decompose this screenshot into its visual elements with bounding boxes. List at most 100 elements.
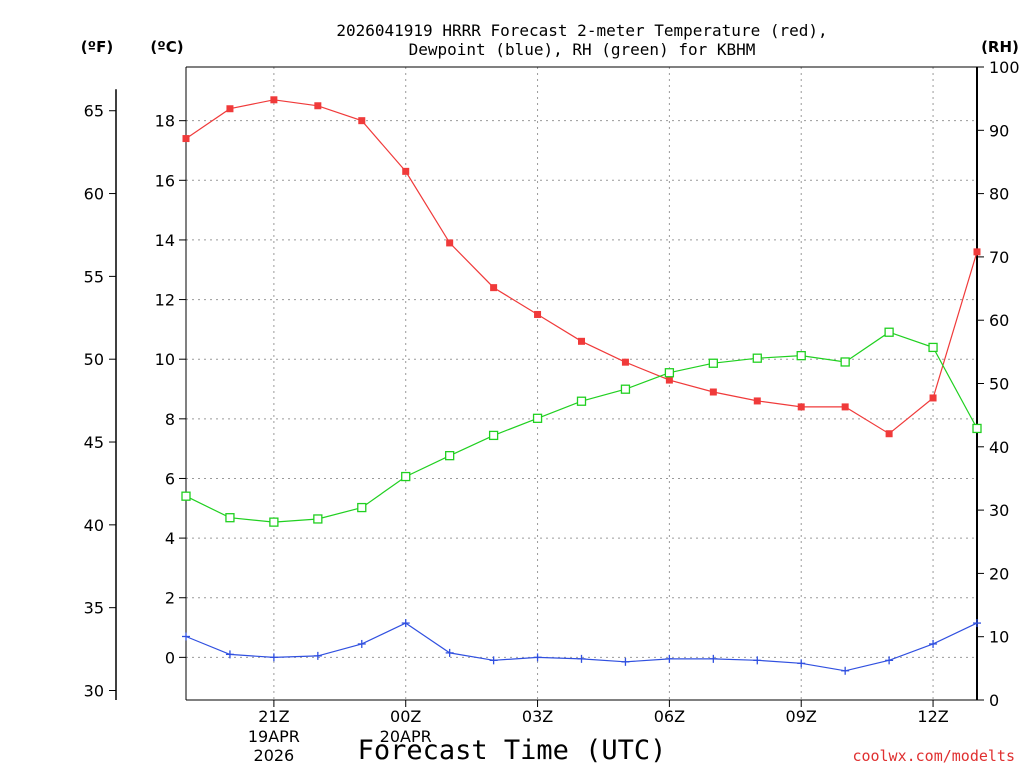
dewpoint-point (313, 651, 322, 660)
temperature-point (797, 403, 805, 411)
rh-point (401, 471, 411, 482)
celsius-tick-label: 14 (155, 231, 175, 250)
x-tick-date-label: 20APR (380, 727, 432, 746)
fahrenheit-tick-label: 60 (84, 185, 104, 204)
celsius-tick-label: 8 (165, 410, 175, 429)
x-tick-label: 21Z (258, 707, 289, 726)
dewpoint-point (225, 650, 234, 659)
temperature-point (314, 102, 322, 110)
rh-point (313, 514, 323, 524)
rh-point (664, 368, 675, 378)
rh-tick-label: 80 (989, 185, 1009, 204)
dewpoint-point (885, 656, 894, 665)
temperature-point (358, 117, 366, 125)
temperature-point (402, 167, 410, 175)
data-series (181, 96, 982, 675)
dewpoint-point (445, 648, 454, 657)
temperature-point (578, 337, 585, 345)
rh-tick-label: 60 (989, 311, 1009, 330)
chart-title-line-1: 2026041919 HRRR Forecast 2-meter Tempera… (336, 21, 827, 40)
dewpoint-point (621, 657, 630, 666)
temperature-point (929, 394, 937, 402)
rh-point (269, 517, 279, 527)
x-tick-label: 06Z (654, 707, 685, 726)
rh-tick-label: 50 (989, 375, 1009, 394)
celsius-tick-label: 6 (165, 469, 175, 488)
fahrenheit-tick-label: 35 (84, 599, 104, 618)
dewpoint-point (182, 632, 190, 641)
series-line (185, 99, 978, 435)
temperature-point (182, 135, 190, 143)
celsius-tick-label: 4 (165, 529, 175, 548)
temperature-point (226, 105, 234, 113)
x-axis-label: Forecast Time (UTC) (358, 735, 667, 766)
celsius-tick-label: 10 (155, 350, 175, 369)
rh-point (357, 502, 367, 513)
rh-point (181, 491, 191, 501)
fahrenheit-tick-label: 30 (84, 681, 104, 700)
fahrenheit-tick-label: 45 (84, 433, 104, 452)
rh-axis-unit: (RH) (981, 38, 1019, 56)
temperature-point (534, 310, 542, 318)
rh-point (532, 413, 543, 423)
rh-point (445, 451, 455, 461)
rh-tick-label: 40 (989, 438, 1009, 457)
temperature-point (665, 376, 673, 384)
credit-text: coolwx.com/modelts (852, 747, 1015, 765)
temperature-point (446, 239, 454, 247)
dewpoint-point (753, 656, 762, 665)
fahrenheit-tick-label: 65 (84, 102, 104, 121)
temperature-point (885, 430, 893, 438)
rh-point (752, 353, 762, 363)
series-line (185, 622, 978, 672)
temperature-point (490, 284, 498, 292)
dewpoint-point (797, 659, 806, 668)
fahrenheit-axis-unit: (ºF) (81, 38, 113, 56)
rh-tick-label: 100 (989, 58, 1020, 77)
celsius-tick-label: 12 (155, 291, 175, 310)
rh-point (972, 423, 982, 434)
chart-title-line-2: Dewpoint (blue), RH (green) for KBHM (409, 40, 756, 59)
temperature-point (753, 397, 761, 405)
fahrenheit-tick-label: 40 (84, 516, 104, 535)
x-tick-date-label: 19APR (248, 727, 300, 746)
celsius-tick-label: 2 (165, 589, 175, 608)
temperature-point (621, 358, 629, 366)
temperature-point (709, 388, 717, 396)
x-tick-date-label: 2026 (254, 746, 295, 765)
dewpoint-point (973, 619, 981, 628)
celsius-tick-label: 18 (155, 112, 175, 131)
rh-tick-label: 10 (989, 628, 1009, 647)
dewpoint-point (489, 656, 498, 665)
dewpoint-point (401, 619, 410, 628)
dewpoint-point (929, 639, 938, 648)
temperature-point (841, 403, 849, 411)
rh-point (225, 513, 235, 523)
dewpoint-point (269, 653, 278, 662)
x-tick-label: 00Z (390, 707, 421, 726)
dewpoint-point (357, 639, 366, 648)
dewpoint-point (841, 666, 850, 675)
fahrenheit-tick-label: 55 (84, 267, 104, 286)
temperature-point (973, 248, 981, 256)
celsius-tick-label: 16 (155, 171, 175, 190)
rh-point (488, 430, 499, 441)
axes: 0 2 4 6 8 10 12 14 16 18 30 35 40 45 50 55 60 65 0 10 20 30 40… (84, 58, 1020, 765)
celsius-tick-label: 0 (165, 648, 175, 667)
temperature-point (270, 96, 278, 104)
rh-tick-label: 20 (989, 564, 1009, 583)
gridlines (186, 67, 977, 700)
series-line (185, 331, 978, 523)
x-tick-label: 03Z (522, 707, 553, 726)
dewpoint-point (577, 654, 586, 663)
x-tick-label: 12Z (917, 707, 948, 726)
rh-point (796, 350, 806, 361)
dewpoint-point (533, 653, 542, 662)
rh-tick-label: 30 (989, 501, 1009, 520)
rh-point (576, 396, 587, 406)
rh-tick-label: 70 (989, 248, 1009, 267)
rh-point (840, 357, 850, 367)
celsius-axis-unit: (ºC) (150, 38, 183, 56)
dewpoint-point (709, 654, 718, 663)
